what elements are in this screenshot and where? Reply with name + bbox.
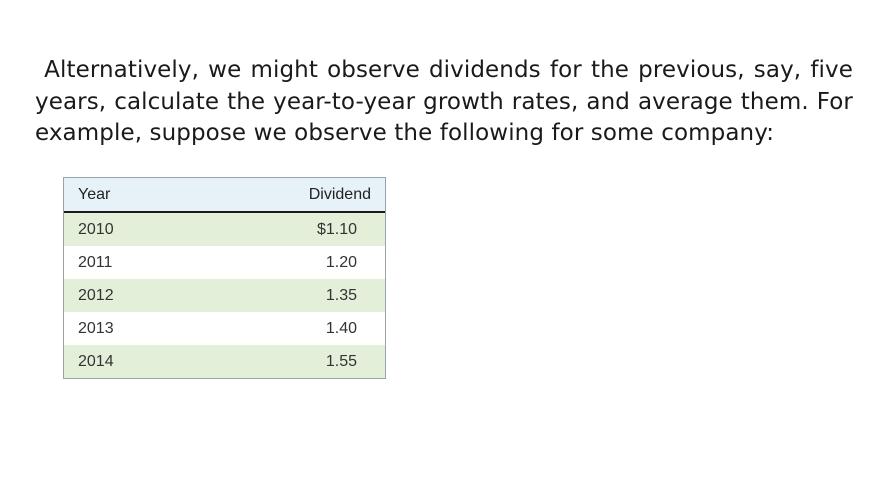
year-cell: 2014 (64, 345, 197, 378)
table-row: 2012 1.35 (64, 279, 385, 312)
year-cell: 2012 (64, 279, 197, 312)
dividend-cell: $1.10 (196, 212, 385, 246)
table-row: 2014 1.55 (64, 345, 385, 378)
dividend-cell: 1.40 (325, 319, 357, 337)
year-cell: 2013 (78, 319, 114, 337)
year-cell: 2010 (64, 212, 197, 246)
dividend-cell: 1.55 (196, 345, 385, 378)
dividend-table: Year Dividend 2010 $1.10 2011 1.20 2012 … (63, 177, 386, 379)
body-paragraph: Alternatively, we might observe dividend… (35, 57, 853, 146)
dividend-cell: 1.35 (196, 279, 385, 312)
dividend-cell: 1.20 (325, 253, 357, 271)
table-row: 2013 1.40 (64, 312, 385, 345)
header-dividend: Dividend (196, 178, 385, 213)
year-cell: 2011 (78, 253, 113, 271)
table-row: 2010 $1.10 (64, 212, 385, 246)
table-header-row: Year Dividend (64, 178, 385, 213)
header-year: Year (64, 178, 197, 213)
table-row: 2011 1.20 (64, 246, 385, 279)
